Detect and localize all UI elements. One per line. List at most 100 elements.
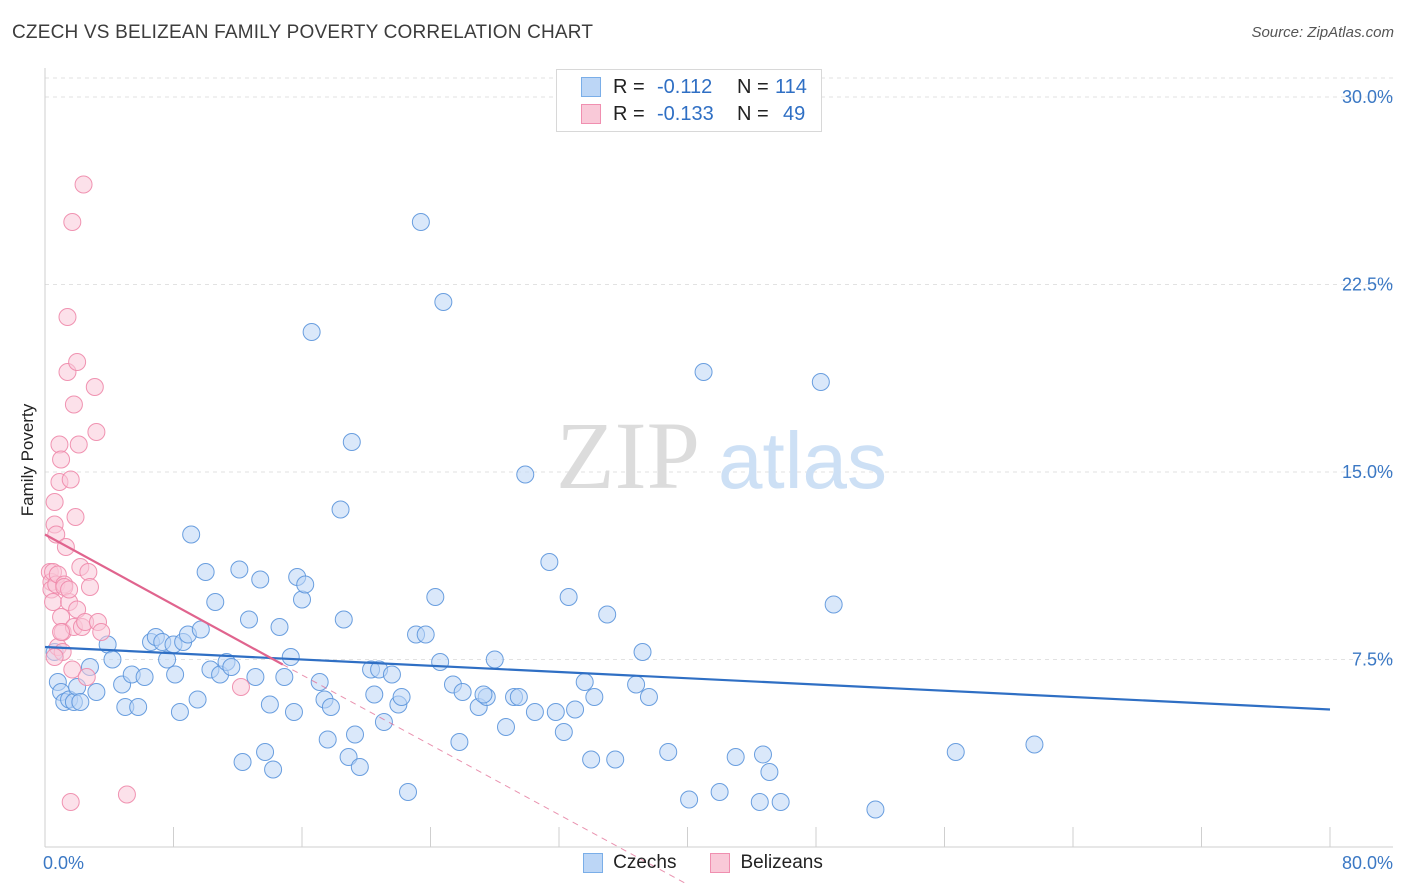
y-tick-label-1: 15.0% [1342, 462, 1393, 482]
point-czechs-73 [434, 293, 453, 311]
point-czechs-106 [771, 793, 790, 811]
point-czechs-35 [230, 560, 249, 579]
point-czechs-107 [811, 373, 830, 391]
legend-row-czechs: R = -0.112 N = 114 [581, 74, 807, 100]
point-czechs-105 [760, 763, 779, 781]
point-czechs-37 [239, 610, 258, 629]
point-czechs-110 [946, 743, 965, 761]
trend-lines [44, 533, 1331, 885]
point-czechs-68 [399, 783, 418, 801]
point-belizeans-3 [44, 593, 63, 611]
point-belizeans-28 [64, 395, 83, 414]
source-label: Source: ZipAtlas.com [1251, 24, 1394, 41]
legend-n-value: 49 [783, 102, 806, 125]
point-czechs-36 [233, 753, 252, 771]
point-czechs-80 [496, 718, 515, 736]
legend-n-label: N = [737, 75, 769, 98]
point-czechs-103 [750, 793, 769, 811]
point-czechs-20 [158, 650, 177, 669]
point-czechs-41 [260, 695, 279, 714]
legend-swatch-czechs [583, 853, 604, 873]
legend-label-belizeans: Belizeans [740, 852, 823, 873]
point-czechs-38 [246, 668, 265, 686]
point-belizeans-29 [66, 508, 85, 526]
trend-line-czechs [44, 645, 1331, 711]
point-czechs-39 [251, 570, 270, 589]
point-czechs-28 [191, 620, 210, 639]
point-belizeans-30 [68, 353, 87, 371]
legend-row-belizeans: R = -0.133 N = 49 [581, 101, 805, 127]
point-czechs-99 [680, 790, 699, 809]
point-czechs-29 [196, 563, 215, 581]
point-czechs-7 [71, 693, 90, 711]
legend-r-label: R = [613, 75, 645, 98]
point-czechs-90 [566, 700, 585, 719]
series-belizeans [40, 175, 250, 811]
point-belizeans-46 [231, 678, 250, 696]
point-czechs-65 [382, 665, 401, 684]
x-tick-label-min: 0.0% [43, 853, 84, 873]
legend-r-label: R = [613, 102, 645, 125]
point-czechs-87 [554, 723, 573, 741]
legend-swatch-belizeans [710, 853, 731, 873]
watermark-zip: ZIP [556, 402, 700, 509]
legend-r-value: -0.133 [657, 102, 714, 125]
point-czechs-43 [270, 618, 289, 636]
point-czechs-54 [321, 698, 340, 716]
legend-item-belizeans[interactable]: Belizeans [710, 852, 823, 874]
point-czechs-26 [182, 525, 201, 544]
legend-label-czechs: Czechs [613, 852, 677, 873]
point-czechs-49 [296, 575, 315, 594]
point-czechs-74 [431, 653, 450, 671]
point-czechs-112 [453, 683, 472, 701]
point-czechs-64 [374, 713, 393, 731]
point-czechs-85 [540, 553, 559, 571]
point-czechs-94 [606, 750, 625, 769]
point-belizeans-35 [74, 175, 93, 194]
point-czechs-83 [516, 465, 535, 484]
point-czechs-97 [639, 688, 658, 706]
point-czechs-84 [525, 703, 544, 721]
point-czechs-60 [350, 758, 369, 776]
point-czechs-102 [726, 748, 745, 766]
point-czechs-15 [129, 698, 148, 716]
legend-n-value: 114 [775, 75, 807, 98]
point-czechs-27 [188, 690, 207, 709]
point-czechs-98 [659, 743, 678, 761]
point-czechs-67 [392, 688, 411, 706]
point-czechs-82 [509, 688, 528, 706]
point-czechs-111 [1025, 735, 1044, 754]
point-czechs-57 [339, 748, 358, 766]
point-belizeans-45 [117, 785, 136, 804]
point-czechs-16 [135, 668, 154, 686]
point-czechs-76 [450, 733, 469, 751]
point-belizeans-13 [52, 450, 71, 469]
legend-r-value: -0.112 [657, 75, 713, 98]
point-belizeans-39 [80, 578, 99, 596]
point-czechs-62 [365, 685, 384, 704]
y-tick-label-3: 30.0% [1342, 87, 1393, 107]
legend-item-czechs[interactable]: Czechs [583, 852, 676, 874]
point-belizeans-21 [58, 308, 77, 326]
trend-line-belizeans [44, 533, 284, 666]
point-czechs-46 [284, 703, 303, 721]
point-czechs-9 [87, 683, 106, 701]
y-tick-label-2: 22.5% [1342, 275, 1393, 295]
point-czechs-95 [627, 675, 646, 694]
point-czechs-23 [170, 703, 189, 721]
point-czechs-51 [310, 673, 329, 691]
point-czechs-96 [633, 643, 652, 661]
point-belizeans-26 [63, 660, 82, 679]
point-czechs-113 [474, 685, 493, 704]
point-czechs-91 [582, 750, 601, 769]
correlation-legend: R = -0.112 N = 114 R = -0.133 N = 49 [556, 69, 822, 132]
point-czechs-11 [103, 650, 122, 669]
point-czechs-101 [710, 783, 729, 801]
point-czechs-79 [485, 650, 504, 669]
point-czechs-104 [753, 745, 772, 764]
point-czechs-44 [275, 668, 294, 686]
legend-n-label: N = [737, 102, 769, 125]
point-belizeans-47 [45, 648, 64, 666]
x-tick-label-max: 80.0% [1342, 853, 1393, 873]
point-czechs-42 [264, 760, 283, 779]
